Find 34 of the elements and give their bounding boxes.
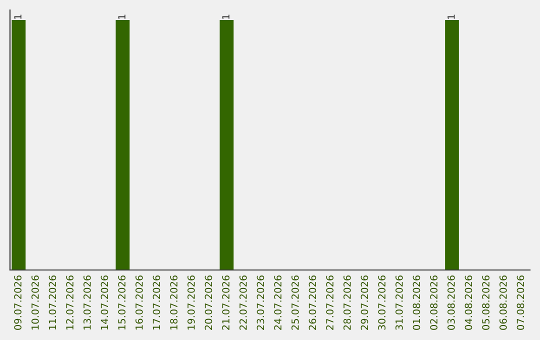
x-tick-label: 15.07.2026	[118, 275, 126, 330]
data-label: 1	[14, 14, 22, 19]
x-tick-label: 19.07.2026	[187, 275, 195, 330]
x-tick-label: 25.07.2026	[291, 275, 299, 330]
x-tick-label: 29.07.2026	[360, 275, 368, 330]
x-tick-label: 10.07.2026	[31, 275, 39, 330]
x-tick-label: 22.07.2026	[239, 275, 247, 330]
data-label: 1	[222, 14, 230, 19]
x-tick-label: 01.08.2026	[412, 275, 420, 330]
x-tick-label: 09.07.2026	[14, 275, 22, 330]
x-tick-label: 26.07.2026	[308, 275, 316, 330]
x-tick-label: 04.08.2026	[464, 275, 472, 330]
x-tick-label: 17.07.2026	[152, 275, 160, 330]
x-tick-label: 28.07.2026	[343, 275, 351, 330]
x-tick-label: 12.07.2026	[66, 275, 74, 330]
x-tick-label: 27.07.2026	[326, 275, 334, 330]
x-tick-label: 24.07.2026	[274, 275, 282, 330]
x-tick-label: 03.08.2026	[447, 275, 455, 330]
data-label: 1	[448, 14, 455, 19]
x-tick-label: 18.07.2026	[170, 275, 178, 330]
x-tick-label: 11.07.2026	[48, 275, 56, 330]
x-tick-label: 31.07.2026	[395, 275, 403, 330]
x-tick-label: 06.08.2026	[499, 275, 507, 330]
x-tick-label: 14.07.2026	[100, 275, 108, 330]
x-tick-label: 07.08.2026	[516, 275, 524, 330]
x-tick-label: 13.07.2026	[83, 275, 91, 330]
x-tick-label: 21.07.2026	[222, 275, 230, 330]
x-tick-label: 02.08.2026	[430, 275, 438, 330]
data-label: 1	[118, 14, 126, 19]
x-tick-label: 23.07.2026	[256, 275, 264, 330]
x-tick-label: 30.07.2026	[378, 275, 386, 330]
x-tick-label: 20.07.2026	[204, 275, 212, 330]
x-tick-label: 05.08.2026	[482, 275, 490, 330]
x-tick-label: 16.07.2026	[135, 275, 143, 330]
